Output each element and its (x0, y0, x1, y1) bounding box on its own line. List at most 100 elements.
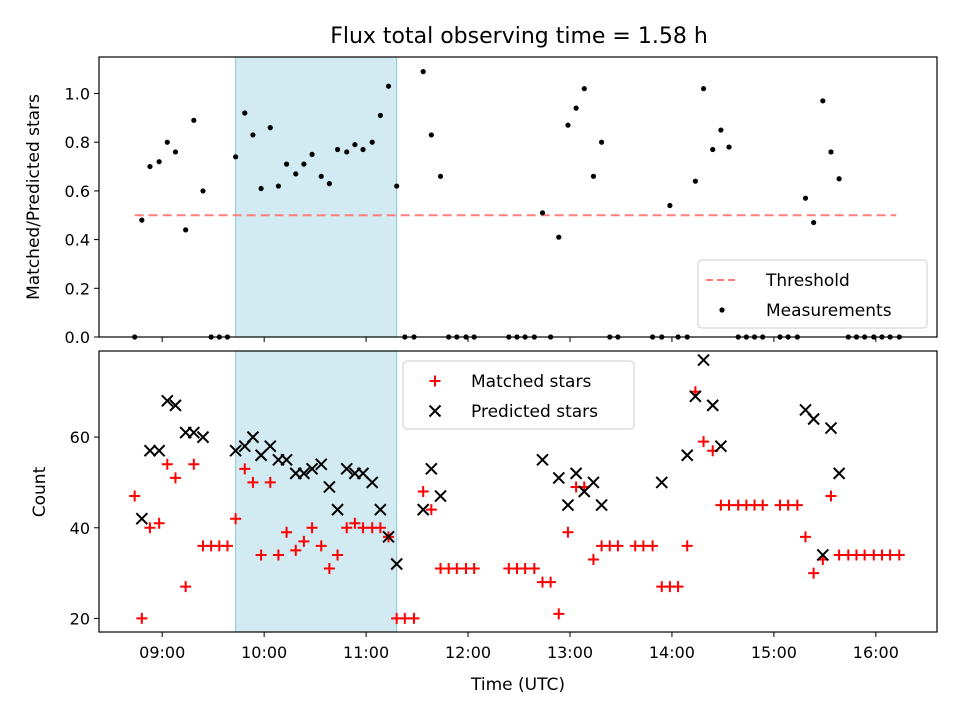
measurement-point (258, 185, 264, 192)
matched-star-point (893, 549, 905, 561)
measurement-point (233, 154, 239, 160)
measurement-point (377, 112, 383, 119)
predicted-star-point (714, 439, 728, 453)
matched-star-point (399, 612, 411, 624)
matched-star-point (468, 563, 480, 575)
measurement-point (385, 83, 392, 89)
measurement-point (147, 163, 153, 170)
measurement-point (573, 105, 579, 111)
matched-star-point (519, 563, 531, 575)
measurement-point (344, 149, 350, 155)
predicted-star-point (587, 476, 600, 489)
predicted-star-point (169, 399, 182, 412)
measurement-point (420, 69, 426, 75)
measurement-point (191, 117, 197, 123)
matched-star-point (272, 549, 284, 561)
measurement-point (598, 139, 605, 145)
x-tick-label: 15:00 (751, 643, 797, 662)
legend-matched-swatch (429, 375, 441, 387)
bottom-y-axis-label: Count (30, 466, 50, 517)
measurement-point (318, 173, 324, 179)
top-y-tick-label: 0.2 (65, 279, 90, 298)
measurement-point (811, 219, 817, 226)
x-tick-label: 11:00 (343, 643, 389, 662)
predicted-star-point (655, 476, 668, 489)
measurement-point (183, 227, 189, 233)
matched-star-point (357, 522, 369, 534)
measurement-point (250, 132, 256, 138)
predicted-star-point (143, 444, 157, 457)
matched-star-point (647, 540, 659, 552)
matched-star-point (825, 490, 837, 502)
predicted-star-point (340, 462, 353, 476)
measurement-point (326, 181, 332, 187)
measurement-point (667, 202, 673, 209)
predicted-star-point (152, 444, 166, 457)
matched-star-point (757, 499, 769, 511)
predicted-star-point (161, 394, 174, 408)
measurement-point (581, 86, 587, 92)
measurement-point (565, 122, 571, 128)
predicted-star-point (595, 498, 608, 512)
predicted-star-point (374, 503, 387, 516)
measurement-point (369, 139, 375, 145)
matched-star-point (425, 504, 437, 516)
predicted-star-point (187, 426, 201, 439)
measurement-point (301, 161, 307, 167)
matched-star-point (799, 531, 811, 543)
matched-star-point (239, 463, 251, 475)
matched-star-point (144, 522, 156, 534)
matched-star-point (153, 517, 165, 529)
predicted-star-point (824, 421, 838, 435)
matched-star-point (323, 563, 335, 575)
predicted-star-point (196, 430, 210, 444)
predicted-star-point (561, 498, 575, 512)
measurement-point (820, 98, 826, 104)
matched-star-point (255, 549, 267, 561)
matched-star-point (290, 544, 302, 556)
matched-star-point (221, 540, 233, 552)
legend-measurement-swatch (719, 307, 725, 313)
chart-title: Flux total observing time = 1.58 h (330, 24, 708, 49)
matched-star-point (129, 490, 141, 502)
matched-star-point (264, 476, 276, 488)
predicted-star-point (264, 439, 277, 453)
measurement-point (283, 161, 290, 167)
x-axis-label: Time (UTC) (470, 675, 565, 695)
matched-star-point (408, 612, 420, 624)
top-y-tick-label: 0.4 (65, 231, 90, 250)
top-y-tick-label: 0.0 (65, 328, 90, 347)
predicted-star-point (390, 557, 403, 571)
measurement-point (700, 86, 707, 92)
predicted-star-point (807, 412, 820, 426)
measurement-point (836, 176, 842, 182)
x-tick-label: 13:00 (547, 643, 593, 662)
x-tick-label: 14:00 (649, 643, 695, 662)
measurement-point (802, 195, 809, 201)
matched-star-point (341, 522, 353, 534)
matched-star-point (306, 522, 318, 534)
matched-star-point (188, 458, 200, 470)
matched-star-point (681, 540, 693, 552)
predicted-star-point (416, 503, 430, 516)
predicted-star-point (832, 467, 846, 480)
top-axes-frame (98, 56, 938, 338)
matched-star-point (791, 499, 803, 511)
measurement-point (828, 149, 834, 155)
matched-star-point (230, 513, 242, 525)
bottom-legend-box (402, 360, 635, 430)
matched-star-point (612, 540, 624, 552)
measurement-point (139, 217, 145, 223)
matched-star-point (723, 499, 735, 511)
top-y-tick-label: 0.6 (65, 182, 90, 201)
measurement-point (172, 149, 179, 155)
matched-star-point (637, 540, 649, 552)
measurement-point (539, 210, 546, 216)
measurement-point (156, 159, 162, 165)
measurement-point (334, 146, 341, 153)
predicted-star-point (816, 548, 830, 562)
predicted-star-point (382, 530, 395, 544)
predicted-star-point (331, 503, 344, 516)
x-tick-label: 10:00 (241, 643, 287, 662)
measurement-point (437, 173, 444, 179)
